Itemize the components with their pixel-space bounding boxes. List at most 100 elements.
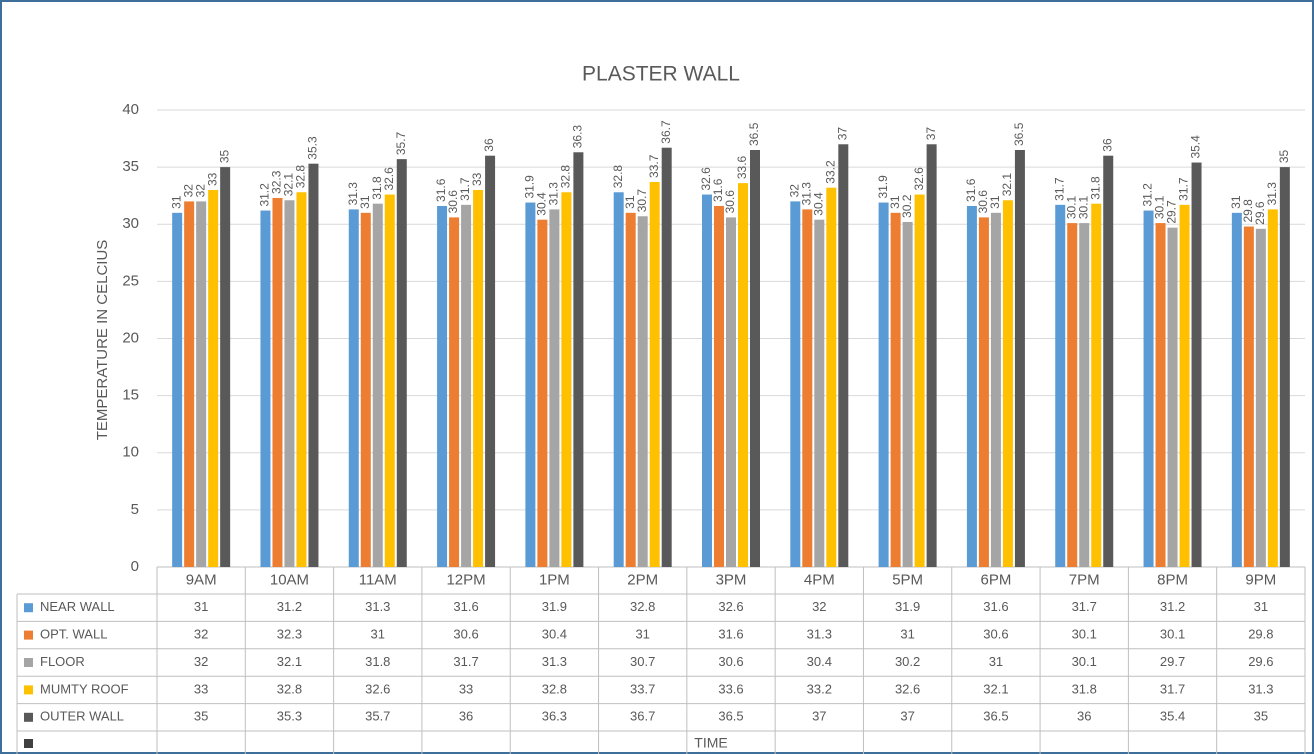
legend-key — [24, 712, 33, 722]
bar — [461, 204, 472, 567]
table-value: 36.5 — [983, 709, 1008, 724]
data-label: 32.8 — [611, 165, 625, 189]
table-value: 36.5 — [718, 709, 743, 724]
legend-label: NEAR WALL — [40, 599, 115, 614]
data-label: 37 — [835, 127, 849, 141]
table-value: 31.9 — [542, 599, 567, 614]
table-value: 29.6 — [1248, 654, 1273, 669]
data-label: 33.6 — [735, 155, 749, 179]
data-label: 36 — [482, 138, 496, 152]
y-axis-title: TEMPERATURE IN CELCIUS — [94, 240, 111, 441]
data-label: 33.7 — [647, 154, 661, 178]
data-label: 31 — [988, 195, 1002, 209]
data-label: 31 — [358, 195, 372, 209]
bar — [613, 192, 624, 567]
data-label: 32.8 — [559, 165, 573, 189]
x-tick-label: 7PM — [1069, 571, 1100, 588]
bar — [1255, 228, 1266, 567]
x-tick-label: 1PM — [539, 571, 570, 588]
table-value: 35.4 — [1160, 709, 1185, 724]
legend-label: OPT. WALL — [40, 627, 107, 642]
x-tick-label: 2PM — [627, 571, 658, 588]
table-value: 31 — [1254, 599, 1268, 614]
bar — [1014, 149, 1025, 568]
bar — [437, 205, 448, 567]
x-tick-label: 6PM — [981, 571, 1012, 588]
table-value: 31 — [989, 654, 1003, 669]
table-value: 32 — [194, 654, 208, 669]
table-value: 30.1 — [1160, 627, 1185, 642]
table-value: 32.8 — [277, 681, 302, 696]
data-label: 30.4 — [811, 192, 825, 216]
y-tick-label: 40 — [122, 101, 139, 118]
bar — [702, 194, 712, 568]
bar — [890, 212, 901, 567]
bar — [978, 217, 989, 567]
x-tick-label: 12PM — [446, 571, 485, 588]
table-value: 33.6 — [718, 681, 743, 696]
bar — [1079, 223, 1090, 568]
bar — [485, 155, 496, 567]
table-value: 31.8 — [365, 654, 390, 669]
bar — [966, 205, 977, 567]
table-value: 29.8 — [1248, 627, 1273, 642]
table-value: 32 — [194, 627, 208, 642]
bar — [196, 201, 207, 567]
bar — [1067, 223, 1078, 568]
data-label: 31.9 — [523, 175, 537, 199]
bar — [1231, 212, 1242, 567]
data-label: 30.6 — [446, 190, 460, 214]
data-label: 30.7 — [635, 189, 649, 213]
bar — [208, 189, 219, 567]
chart-title: PLASTER WALL — [582, 63, 740, 86]
bar — [814, 219, 825, 567]
data-label: 32.8 — [294, 165, 308, 189]
bar — [1055, 204, 1066, 567]
table-value: 33 — [459, 681, 473, 696]
bar — [714, 205, 724, 567]
table-value: 30.6 — [453, 627, 478, 642]
bar — [449, 217, 460, 567]
bar — [1002, 200, 1013, 567]
data-label: 29.6 — [1253, 201, 1267, 225]
data-label: 33.2 — [823, 160, 837, 184]
table-value: 36.7 — [630, 709, 655, 724]
bar — [790, 201, 801, 567]
bar — [220, 167, 231, 567]
data-label: 29.7 — [1165, 200, 1179, 224]
legend-key — [24, 739, 33, 748]
y-tick-label: 30 — [122, 215, 139, 232]
bar — [838, 144, 849, 567]
bar — [348, 209, 359, 567]
table-value: 31.6 — [983, 599, 1008, 614]
table-value: 31.7 — [1072, 599, 1097, 614]
bar — [902, 221, 913, 567]
data-label: 30.4 — [535, 192, 549, 216]
table-value: 31.9 — [895, 599, 920, 614]
bar — [1091, 203, 1102, 567]
legend-key — [24, 630, 33, 640]
data-label: 36 — [1100, 138, 1114, 152]
table-value: 31.2 — [277, 599, 302, 614]
table-value: 32.8 — [542, 681, 567, 696]
x-tick-label: 3PM — [716, 571, 747, 588]
table-value: 35.7 — [365, 709, 390, 724]
table-value: 32.6 — [895, 681, 920, 696]
data-label: 36.5 — [747, 122, 761, 146]
data-label: 31.6 — [964, 178, 978, 202]
bar — [396, 159, 407, 567]
data-label: 31 — [169, 195, 183, 209]
table-value: 33.7 — [630, 681, 655, 696]
data-label: 32.1 — [282, 173, 296, 197]
data-label: 30.2 — [900, 194, 914, 218]
data-label: 31.6 — [434, 178, 448, 202]
bar — [184, 201, 195, 567]
bar — [1191, 162, 1202, 567]
data-label: 31.6 — [711, 178, 725, 202]
bar — [750, 149, 760, 568]
data-label: 32.6 — [699, 167, 713, 191]
data-label: 31.3 — [346, 182, 360, 206]
data-label: 32 — [787, 184, 801, 198]
table-value: 36 — [459, 709, 473, 724]
legend-label: FLOOR — [40, 654, 85, 669]
